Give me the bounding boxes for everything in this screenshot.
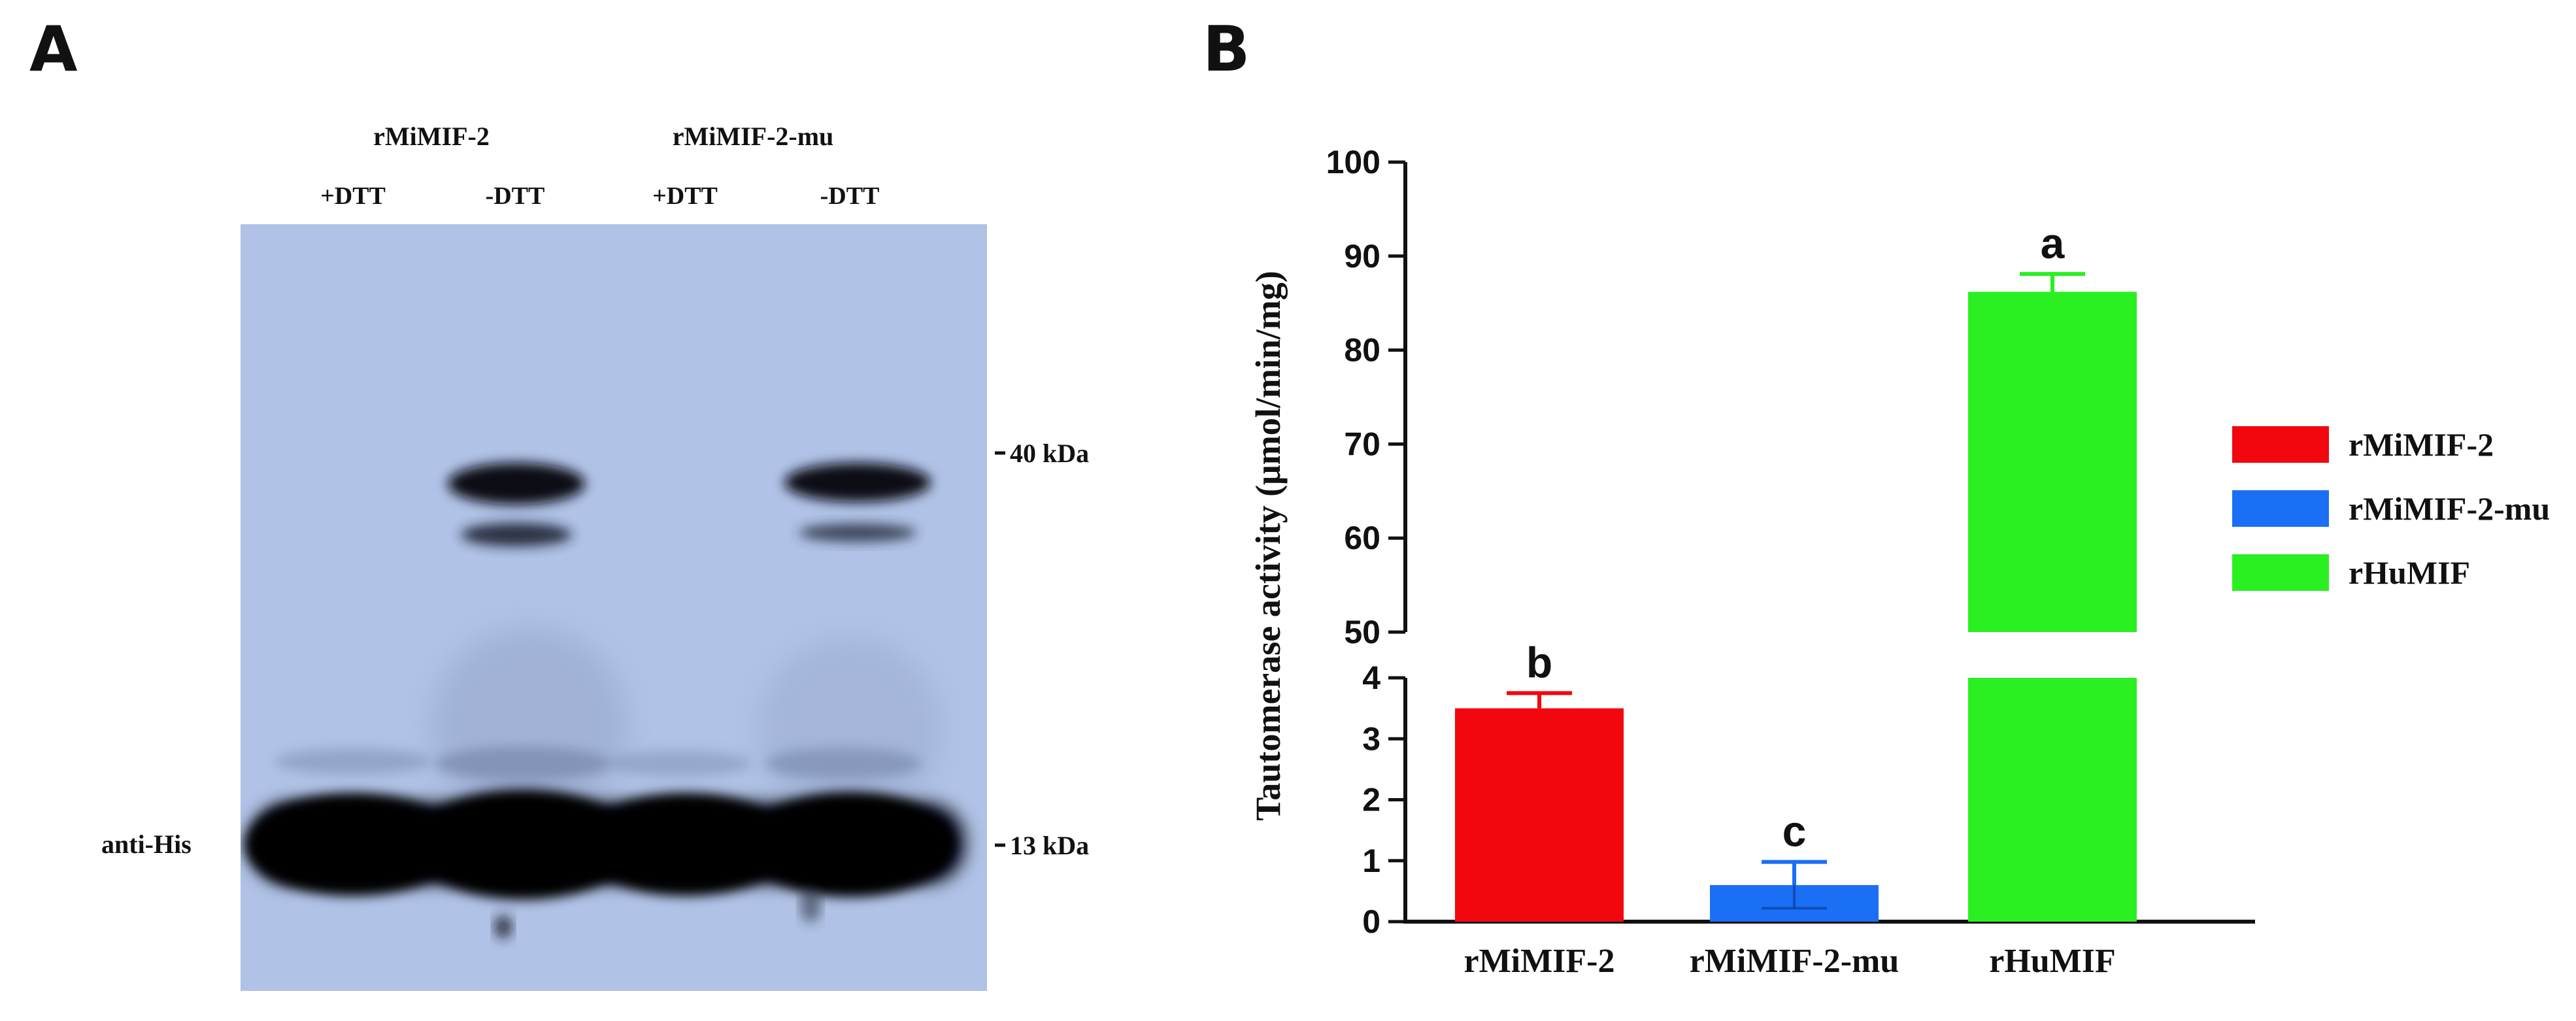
y-tick-label-lower: 3 — [1362, 720, 1380, 757]
legend-label: rMiMIF-2 — [2349, 426, 2494, 463]
chart-legend: rMiMIF-2 rMiMIF-2-mu rHuMIF — [2232, 426, 2550, 591]
anti-his-label: anti-His — [101, 829, 192, 859]
significance-letter: a — [2041, 219, 2066, 267]
dimer-lower-band-lane-4 — [799, 524, 916, 542]
lane-label-1: +DTT — [320, 182, 386, 210]
legend-swatch — [2232, 554, 2329, 591]
panel-b: B Tautomerase activity (μmol/min/mg) 0 1 2… — [1203, 14, 2550, 980]
faint-band-lane-2 — [435, 746, 611, 780]
x-tick-label: rMiMIF-2-mu — [1690, 943, 1899, 980]
y-axis-title: Tautomerase activity (μmol/min/mg) — [1248, 271, 1288, 820]
faint-band-lane-3 — [608, 750, 752, 777]
dimer-band-lane-4 — [784, 463, 931, 502]
spot-lane-4 — [800, 888, 821, 922]
y-tick-label-upper: 100 — [1326, 144, 1380, 180]
significance-letter: c — [1782, 807, 1807, 856]
chart-x-tick-labels: rMiMIF-2 rMiMIF-2-mu rHuMIF — [1464, 943, 2115, 980]
monomer-band-lane-2 — [412, 790, 634, 899]
dimer-lower-band-lane-2 — [461, 523, 572, 546]
monomer-band-lane-4 — [745, 792, 954, 897]
chart-error-bars — [1507, 272, 2085, 910]
legend-label: rHuMIF — [2349, 554, 2470, 591]
legend-label: rMiMIF-2-mu — [2349, 490, 2550, 527]
significance-letter: b — [1526, 638, 1552, 686]
bar-upper-rhumif — [1968, 292, 2137, 633]
y-tick-label-upper: 80 — [1344, 332, 1380, 369]
panel-a-letter: A — [29, 14, 78, 86]
chart-bars — [1455, 292, 2137, 922]
lane-label-2: -DTT — [486, 182, 545, 210]
monomer-band-lane-1 — [245, 794, 461, 895]
y-tick-label-lower: 4 — [1362, 660, 1380, 696]
sample-group-label-2: rMiMIF-2-mu — [673, 122, 834, 151]
faint-band-lane-4 — [765, 748, 922, 779]
monomer-band-lane-3 — [582, 794, 791, 895]
bar-lower-rhumif — [1968, 678, 2137, 922]
panel-b-letter: B — [1203, 14, 1250, 86]
y-tick-label-lower: 1 — [1362, 843, 1380, 879]
blot-bands — [245, 463, 964, 939]
lane-label-4: -DTT — [820, 182, 880, 210]
marker-label-13: 13 kDa — [1010, 831, 1089, 860]
lane-label-3: +DTT — [652, 182, 718, 210]
panel-a: A rMiMIF-2 rMiMIF-2-mu +DTT -DTT +DTT -D… — [29, 14, 1089, 991]
chart-axes: 0 1 2 3 4 50 60 70 80 90 100 — [1326, 144, 2255, 940]
legend-swatch — [2232, 426, 2329, 463]
y-tick-label-lower: 2 — [1362, 782, 1380, 818]
legend-swatch — [2232, 490, 2329, 527]
x-tick-label: rHuMIF — [1989, 943, 2116, 980]
bar-rmimif-2 — [1455, 708, 1624, 922]
faint-band-lane-1 — [275, 748, 431, 775]
y-tick-label-upper: 70 — [1344, 426, 1380, 462]
y-tick-label-upper: 90 — [1344, 238, 1380, 275]
sample-group-label-1: rMiMIF-2 — [373, 122, 490, 151]
spot-lane-2 — [494, 915, 512, 939]
chart-significance-letters: b c a — [1526, 219, 2066, 855]
y-tick-label-upper: 60 — [1344, 520, 1380, 556]
y-tick-label-upper: 50 — [1344, 614, 1380, 650]
dimer-band-lane-2 — [448, 463, 585, 505]
y-tick-label-lower: 0 — [1362, 903, 1380, 940]
x-tick-label: rMiMIF-2 — [1464, 943, 1614, 980]
marker-label-40: 40 kDa — [1010, 439, 1089, 468]
